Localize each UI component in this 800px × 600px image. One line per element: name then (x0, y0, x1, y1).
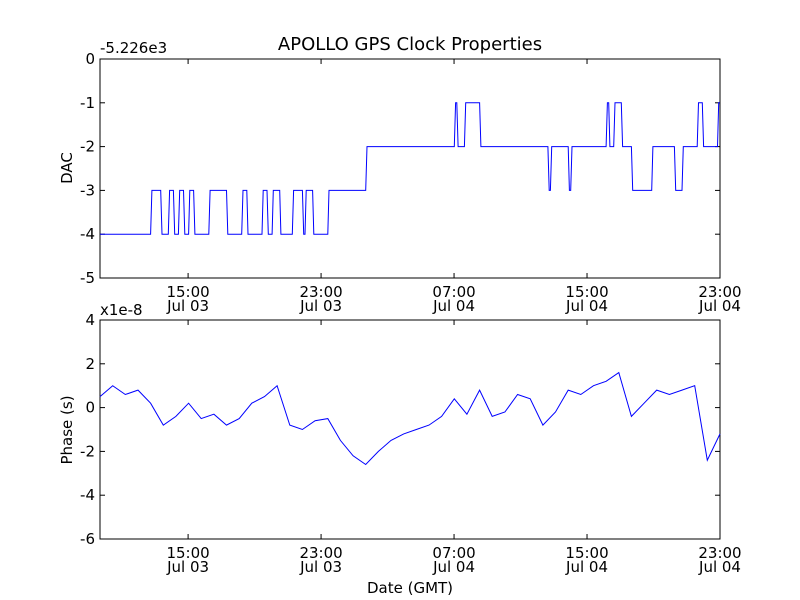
phase-y-ticks: -6 -4 -2 0 2 4 (80, 311, 720, 548)
dac-y-ticks: -5 -4 -3 -2 -1 0 (80, 50, 720, 287)
dac-y-tick-label: 0 (85, 50, 95, 68)
dac-series-line (100, 102, 720, 235)
dac-x-tick-time: 15:00 (565, 283, 608, 301)
phase-offset-label: x1e-8 (100, 301, 143, 319)
phase-x-tick-date: Jul 04 (432, 558, 475, 576)
dac-x-tick-time: 07:00 (432, 283, 475, 301)
dac-y-tick-label: -4 (80, 225, 95, 243)
dac-y-axis-label: DAC (58, 152, 76, 184)
dac-x-tick-time: 23:00 (299, 283, 342, 301)
chart-title: APOLLO GPS Clock Properties (278, 34, 542, 55)
phase-x-tick-time: 07:00 (432, 544, 475, 562)
phase-y-axis-label: Phase (s) (58, 395, 76, 464)
phase-y-tick-label: -4 (80, 486, 95, 504)
phase-y-tick-label: 0 (85, 399, 95, 417)
dac-y-tick-label: -2 (80, 138, 95, 156)
dac-x-tick-date: Jul 04 (698, 297, 741, 315)
phase-series-line (99, 371, 721, 466)
phase-x-tick-time: 15:00 (166, 544, 209, 562)
phase-y-tick-label: -2 (80, 442, 95, 460)
dac-x-tick-date: Jul 04 (565, 297, 608, 315)
phase-y-tick-label: 2 (85, 355, 95, 373)
phase-x-tick-date: Jul 03 (166, 558, 209, 576)
dac-offset-label: -5.226e3 (100, 39, 167, 57)
phase-plot-frame (99, 319, 721, 540)
dac-y-tick-label: -3 (80, 181, 95, 199)
dac-plot-frame (99, 58, 721, 279)
phase-x-tick-time: 23:00 (299, 544, 342, 562)
phase-y-tick-label: 4 (85, 311, 95, 329)
dac-y-tick-label: -1 (80, 94, 95, 112)
dac-x-tick-date: Jul 03 (299, 297, 342, 315)
phase-x-tick-date: Jul 04 (565, 558, 608, 576)
dac-x-tick-time: 15:00 (166, 283, 209, 301)
phase-x-tick-date: Jul 03 (299, 558, 342, 576)
dac-chart: APOLLO GPS Clock Properties -5.226e3 DAC… (58, 34, 742, 315)
dac-y-tick-label: -5 (80, 269, 95, 287)
phase-x-tick-date: Jul 04 (698, 558, 741, 576)
dac-x-tick-date: Jul 03 (166, 297, 209, 315)
dac-x-tick-time: 23:00 (698, 283, 741, 301)
phase-y-tick-label: -6 (80, 530, 95, 548)
phase-x-tick-time: 23:00 (698, 544, 741, 562)
dac-x-tick-date: Jul 04 (432, 297, 475, 315)
x-axis-label: Date (GMT) (367, 579, 453, 597)
phase-x-tick-time: 15:00 (565, 544, 608, 562)
